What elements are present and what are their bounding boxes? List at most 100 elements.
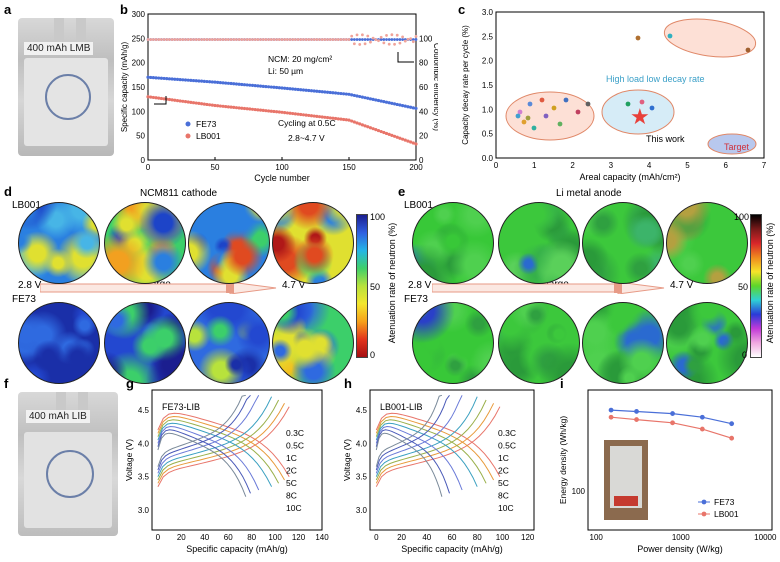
chart-h: 0 20 40 60 80 100 120 3.0 3.5 4.0 4.5 Specific capa… xyxy=(342,389,535,554)
lb001-ce-point xyxy=(216,38,220,41)
discharge-curve xyxy=(375,425,463,491)
x-axis-label: Specific capacity (mAh/g) xyxy=(186,544,288,554)
lb001-ce-point xyxy=(387,42,391,46)
lb001-capacity-point xyxy=(154,96,158,100)
lb001-ce-point xyxy=(275,38,279,41)
fe73-capacity-point xyxy=(191,78,196,83)
lb001-capacity-point xyxy=(210,103,214,107)
lb001-ce-point xyxy=(323,38,327,41)
chart-i: 100 1000 10000 100 Power density (W/kg) Energ… xyxy=(558,389,777,554)
rate-label: 0.3C xyxy=(286,428,304,438)
lb001-capacity-point xyxy=(258,108,263,112)
lb001-capacity-point xyxy=(307,113,311,118)
y-tick-label: 3.5 xyxy=(138,473,150,482)
lb001-capacity-point xyxy=(317,115,322,119)
lb001-ce-point xyxy=(227,38,230,41)
lb001-ce-point xyxy=(264,38,268,41)
cathode-neutron-map xyxy=(18,202,100,284)
literature-point xyxy=(635,35,641,41)
d-cb-0: 0 xyxy=(370,350,376,360)
lb001-ce-point xyxy=(224,38,228,41)
x-tick-label: 80 xyxy=(247,533,256,542)
lb001-ce-point xyxy=(157,38,161,41)
lb001-ce-point xyxy=(248,38,252,41)
fe73-capacity-point xyxy=(261,84,265,88)
fe73-capacity-point xyxy=(401,103,405,108)
fe73-capacity-point xyxy=(237,82,241,86)
literature-point xyxy=(527,101,533,107)
fe73-capacity-point xyxy=(398,103,402,107)
fe73-capacity-point xyxy=(301,88,306,92)
lb001-capacity-point xyxy=(242,106,247,111)
lb001-ce-point xyxy=(197,38,201,41)
lb001-capacity-point xyxy=(336,117,340,121)
fe73-capacity-point xyxy=(379,99,383,103)
x-tick-label: 150 xyxy=(342,163,356,172)
y2-tick-label: 100 xyxy=(419,34,433,43)
charge-curve xyxy=(157,406,290,487)
fe73-capacity-point xyxy=(312,89,316,93)
lb001-ce-point xyxy=(267,38,270,41)
ragone-line xyxy=(611,416,732,439)
fe73-capacity-point xyxy=(350,93,354,97)
lb001-ce-point xyxy=(398,41,402,45)
y-tick-label: 4.0 xyxy=(356,439,368,448)
lb001-ce-point xyxy=(251,38,254,41)
fe73-capacity-point xyxy=(178,78,182,82)
literature-point xyxy=(551,105,557,111)
lb001-ce-point xyxy=(202,38,206,41)
x-tick-label: 40 xyxy=(422,533,431,542)
fe73-ce-point xyxy=(395,38,399,41)
literature-point xyxy=(531,125,537,131)
fe73-capacity-point xyxy=(149,75,153,80)
y-tick-label: 300 xyxy=(132,10,146,19)
lb001-capacity-point xyxy=(272,109,276,114)
x-axis-label: Areal capacity (mAh/cm²) xyxy=(579,172,680,182)
ragone-point xyxy=(608,414,614,420)
fe73-ce-point xyxy=(390,38,394,41)
fe73-capacity-point xyxy=(390,101,394,105)
fe73-capacity-point xyxy=(175,77,180,82)
fe73-ce-point xyxy=(382,38,386,41)
cathode-neutron-map xyxy=(188,302,270,384)
y-tick-label: 150 xyxy=(132,83,146,92)
lmb-label: 400 mAh LMB xyxy=(24,42,94,55)
fe73-capacity-point xyxy=(269,85,273,89)
fe73-capacity-point xyxy=(229,81,233,86)
lb001-capacity-point xyxy=(339,117,343,121)
panel-letter-f: f xyxy=(4,376,9,391)
literature-point xyxy=(575,109,581,115)
lb001-capacity-point xyxy=(159,96,163,101)
lb001-capacity-point xyxy=(157,96,161,100)
y-tick-label: 100 xyxy=(132,107,146,116)
fe73-capacity-point xyxy=(146,75,150,79)
lb001-ce-point xyxy=(291,38,295,41)
fe73-capacity-point xyxy=(411,106,415,110)
fe73-capacity-point xyxy=(387,101,391,105)
lb001-ce-point xyxy=(229,38,233,41)
lb001-capacity-point xyxy=(350,119,354,123)
lb001-ce-point xyxy=(318,38,321,41)
fe73-capacity-point xyxy=(309,89,314,93)
note-voltage: 2.8~4.7 V xyxy=(288,133,325,143)
fe73-capacity-point xyxy=(360,95,364,99)
rate-label: 0.5C xyxy=(498,441,516,451)
fe73-ce-point xyxy=(358,38,362,41)
anode-neutron-map xyxy=(666,202,748,284)
lb001-capacity-point xyxy=(342,117,346,122)
lb001-capacity-point xyxy=(200,102,204,106)
lb001-ce-point xyxy=(221,38,225,41)
arrow-right xyxy=(397,52,414,63)
fe73-capacity-point xyxy=(328,90,332,95)
lb001-ce-point xyxy=(414,34,418,38)
literature-point xyxy=(543,113,549,119)
lb001-ce-point xyxy=(363,42,367,46)
fe73-capacity-point xyxy=(325,90,330,94)
fe73-capacity-point xyxy=(194,79,198,83)
lb001-ce-point xyxy=(205,38,209,41)
lb001-ce-point xyxy=(331,38,335,41)
y-tick-label: 2.5 xyxy=(482,32,494,41)
x-tick-label: 60 xyxy=(224,533,233,542)
lb001-ce-point xyxy=(358,43,362,46)
lb001-ce-point xyxy=(342,38,346,41)
